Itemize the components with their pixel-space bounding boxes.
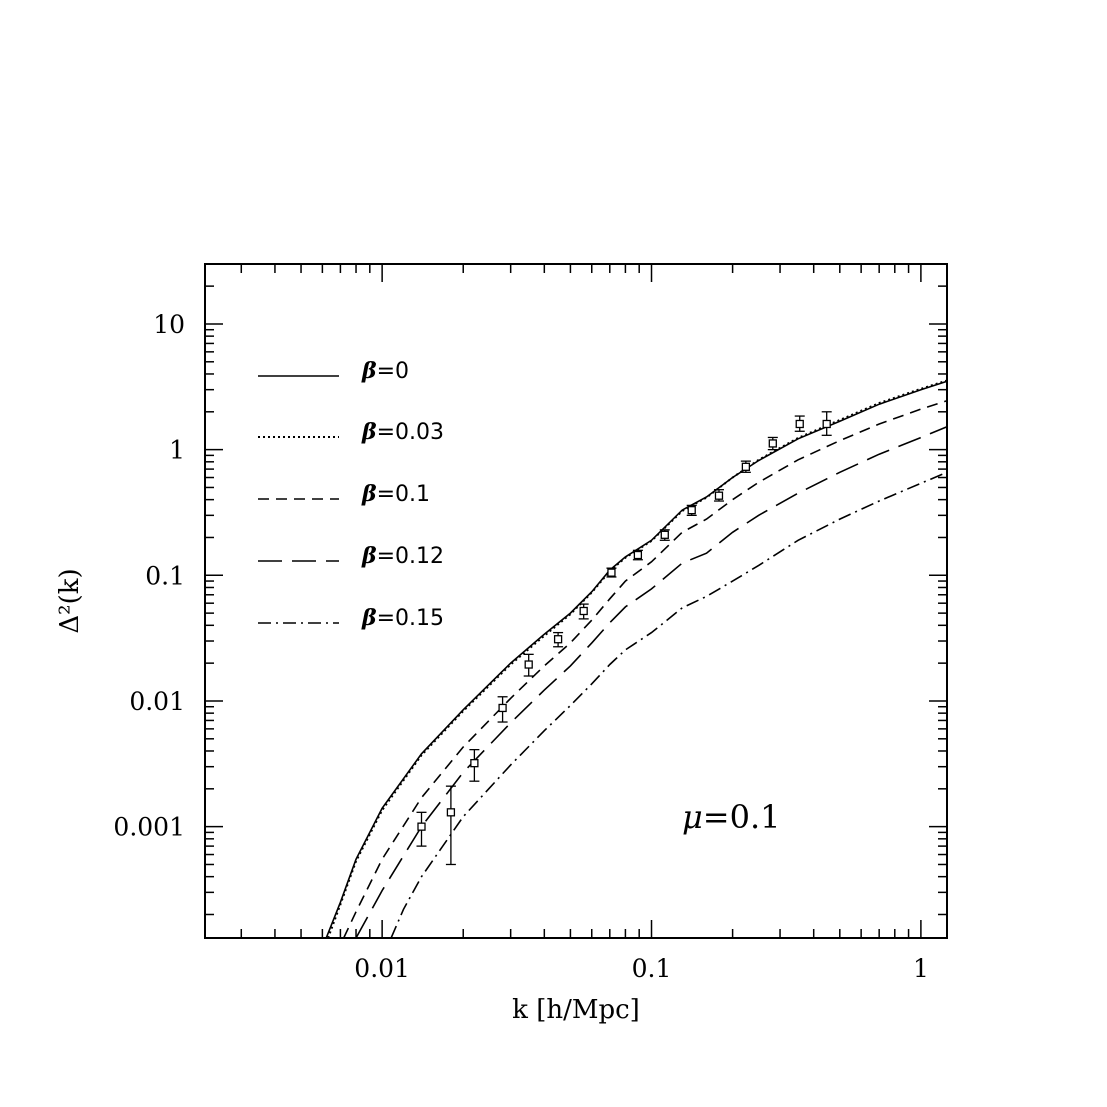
legend-label-0: β=0 [361,358,409,384]
curve-series-3 [355,426,947,938]
y-tick-label: 0.1 [145,561,185,590]
beta-symbol: β [361,543,377,569]
data-marker [741,462,751,471]
data-marker [579,606,588,616]
legend: β=0β=0.03β=0.1β=0.12β=0.15 [258,358,444,631]
curve-series-4 [390,471,947,938]
model-curves [325,379,947,938]
legend-label-3: β=0.12 [361,543,444,569]
data-marker [822,419,831,429]
y-axis-label: Δ²(k) [55,568,85,633]
data-marker [470,759,479,768]
legend-value: =0 [377,359,409,384]
x-axis-label: k [h/Mpc] [512,995,640,1025]
data-points [416,411,832,866]
data-marker [524,660,533,669]
data-marker [446,808,456,817]
legend-label-2: β=0.1 [361,481,430,507]
x-tick-label: 0.1 [632,954,672,983]
mu-value: =0.1 [703,798,781,836]
data-marker [498,703,507,713]
data-marker [607,568,616,577]
y-tick-label: 1 [169,436,185,465]
data-marker [768,439,777,448]
x-tick-label: 1 [913,954,929,983]
y-tick-label: 10 [153,310,185,339]
curve-series-0 [325,380,947,938]
y-tick-label: 0.01 [129,687,185,716]
mu-symbol: μ [682,798,703,836]
data-marker [660,530,669,539]
curve-series-2 [342,399,947,938]
plot-border [204,263,948,939]
data-marker [417,822,426,831]
plot-frame [204,263,948,939]
mu-annotation: μ=0.1 [682,798,781,836]
y-tick-label: 0.001 [113,813,185,842]
data-marker [714,491,724,500]
beta-symbol: β [361,419,377,445]
beta-symbol: β [361,605,377,631]
legend-value: =0.12 [377,544,444,569]
beta-symbol: β [361,481,377,507]
data-marker [795,419,804,429]
legend-label-1: β=0.03 [361,419,444,445]
legend-value: =0.1 [377,482,430,507]
data-marker [553,635,563,644]
curve-series-1 [327,379,947,938]
tick-labels: 0.01 0.1 1 0.001 0.01 0.1 1 10 [113,310,928,983]
x-tick-label: 0.01 [354,954,410,983]
legend-value: =0.15 [377,606,444,631]
legend-label-4: β=0.15 [361,605,444,631]
data-marker [687,505,696,515]
legend-value: =0.03 [377,420,444,445]
data-marker [633,550,643,560]
axis-ticks [205,263,947,938]
beta-symbol: β [361,358,377,384]
